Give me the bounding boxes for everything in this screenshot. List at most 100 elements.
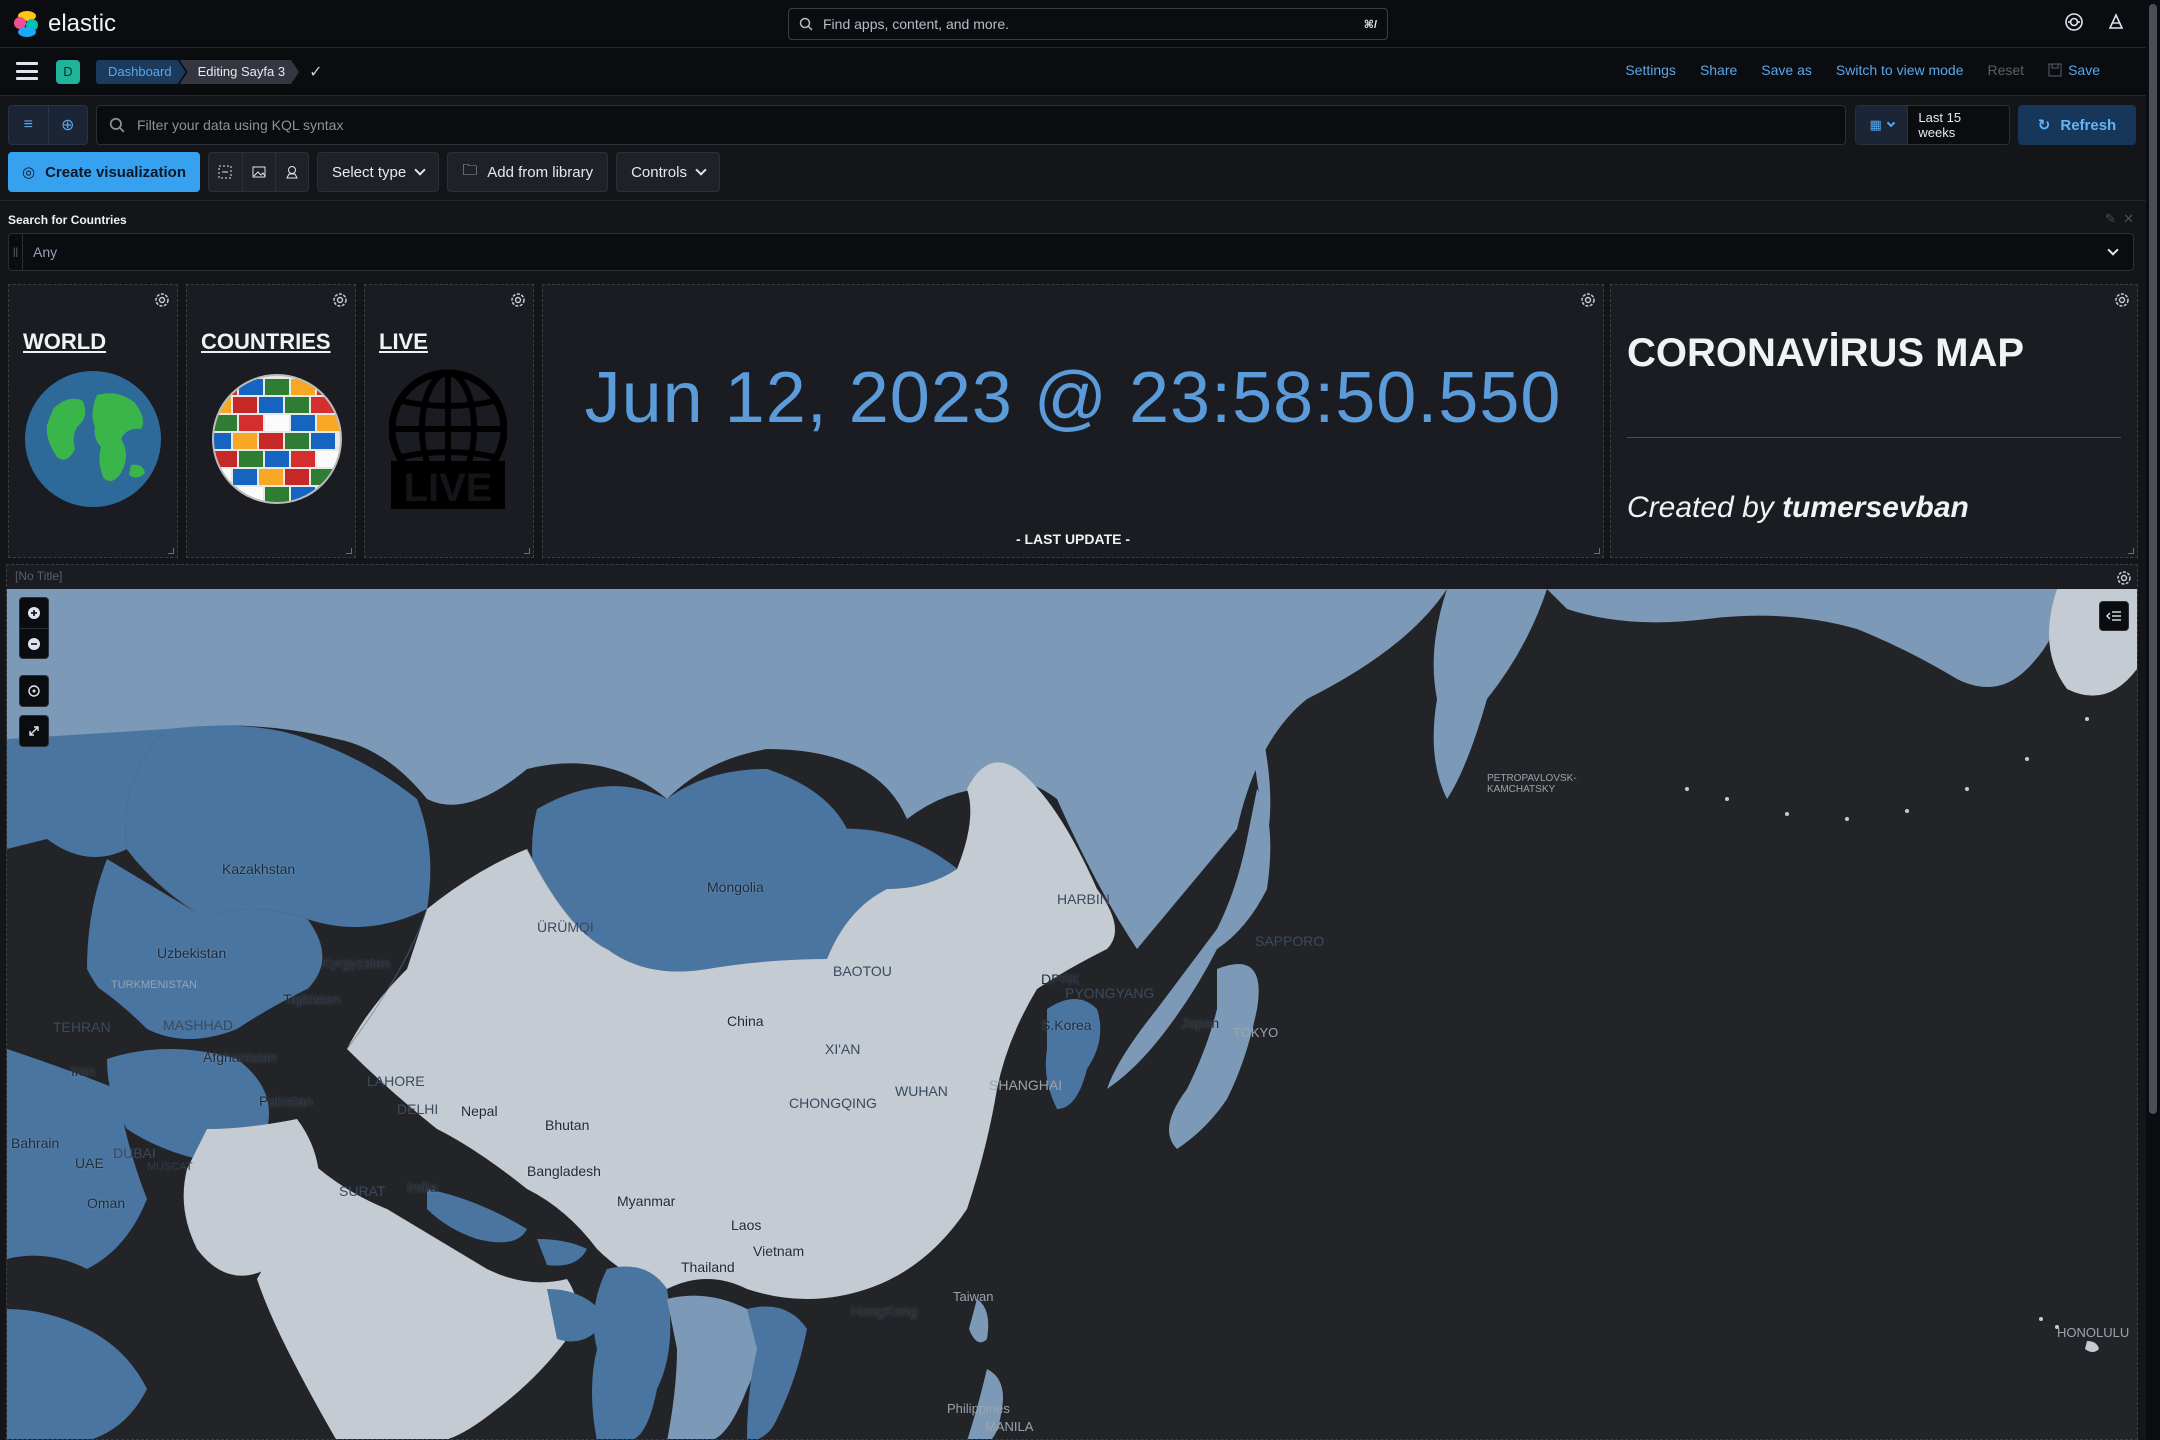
folder-icon: 🗀	[462, 161, 478, 179]
panel-live: LIVE LIVE	[364, 284, 534, 558]
layer-control-icon[interactable]	[2099, 601, 2129, 631]
map-city-sapporo: SAPPORO	[1255, 933, 1325, 949]
search-icon	[109, 117, 125, 133]
search-shortcut: ⌘/	[1363, 18, 1377, 31]
kql-query-input[interactable]: Filter your data using KQL syntax	[96, 105, 1846, 145]
settings-link[interactable]: Settings	[1625, 62, 1676, 78]
breadcrumb-current: Editing Sayfa 3	[180, 60, 299, 84]
map-label-kazakhstan: Kazakhstan	[222, 861, 296, 877]
resize-handle[interactable]	[1594, 548, 1600, 554]
map-city-urumqi: ÜRÜMQI	[537, 919, 594, 935]
gear-icon[interactable]	[1579, 291, 1597, 309]
page-scrollbar[interactable]	[2146, 0, 2160, 1440]
select-type-button[interactable]: Select type	[316, 152, 440, 192]
global-search-input[interactable]: Find apps, content, and more. ⌘/	[788, 8, 1388, 40]
space-avatar[interactable]: D	[56, 60, 80, 84]
panel-countries: COUNTRIES	[186, 284, 356, 558]
chevron-down-icon	[414, 164, 426, 176]
elastic-logo[interactable]: elastic	[14, 10, 116, 38]
pencil-icon[interactable]: ✎	[2104, 211, 2116, 226]
help-icon[interactable]	[2064, 12, 2084, 32]
gear-icon[interactable]	[153, 291, 171, 309]
drag-handle-icon[interactable]: ||	[9, 234, 23, 270]
panel-map: [No Title]	[6, 564, 2138, 1440]
resize-handle[interactable]	[2128, 548, 2134, 554]
gear-icon[interactable]	[2113, 291, 2131, 309]
controls-button[interactable]: Controls	[616, 152, 720, 192]
map-label-vietnam: Vietnam	[753, 1243, 805, 1259]
reset-button[interactable]: Reset	[1987, 62, 2025, 78]
map-label-philippines: Philippines	[947, 1401, 1010, 1416]
refresh-icon: ↻	[2037, 117, 2051, 134]
date-picker[interactable]: ▦ Last 15 weeks	[1855, 105, 2010, 145]
gear-icon[interactable]	[2115, 569, 2133, 587]
gear-icon[interactable]	[331, 291, 349, 309]
zoom-out-icon[interactable]	[20, 628, 48, 658]
global-search-placeholder: Find apps, content, and more.	[823, 16, 1009, 32]
breadcrumb-dashboard[interactable]: Dashboard	[96, 60, 186, 84]
check-icon[interactable]: ✓	[309, 64, 323, 81]
maps-icon[interactable]	[274, 153, 308, 191]
zoom-in-icon[interactable]	[20, 598, 48, 628]
countries-select-value: Any	[33, 244, 58, 260]
last-update-caption: - LAST UPDATE -	[1015, 531, 1131, 547]
map-city-petropavlovsk: PETROPAVLOVSK-KAMCHATSKY	[1487, 773, 1577, 795]
map-label-china: China	[727, 1013, 764, 1029]
target-icon[interactable]	[20, 676, 48, 706]
switch-view-mode-link[interactable]: Switch to view mode	[1835, 62, 1964, 78]
expand-icon[interactable]	[20, 716, 48, 746]
share-link[interactable]: Share	[1699, 62, 1738, 78]
resize-handle[interactable]	[168, 548, 174, 554]
map-label-laos: Laos	[731, 1217, 762, 1233]
markdown-icon[interactable]	[209, 153, 242, 191]
live-title: LIVE	[379, 329, 428, 354]
visualize-icon: ◎	[22, 164, 36, 181]
map-label-thailand: Thailand	[681, 1259, 735, 1275]
add-from-library-label: Add from library	[487, 163, 594, 181]
map-label-tajikistan: Tajikistan	[283, 991, 341, 1007]
image-icon[interactable]	[241, 153, 275, 191]
create-visualization-button[interactable]: ◎ Create visualization	[8, 152, 200, 192]
map-label-dprk: DPRK	[1041, 971, 1080, 987]
select-type-label: Select type	[331, 163, 407, 181]
save-as-link[interactable]: Save as	[1761, 62, 1812, 78]
save-button[interactable]: Save	[2048, 62, 2100, 78]
breadcrumb: Dashboard Editing Sayfa 3 ✓	[96, 60, 322, 84]
globe-image	[25, 371, 161, 507]
filter-menu-icon[interactable]: ≡	[9, 106, 48, 144]
search-icon	[799, 17, 813, 31]
map-city-pyongyang: PYONGYANG	[1065, 985, 1155, 1001]
map-label-pakistan: Pakistan	[259, 1093, 313, 1109]
chevron-down-icon	[2107, 244, 2119, 256]
map-label-afghanistan: Afghanistan	[203, 1049, 277, 1065]
map-label-uzbekistan: Uzbekistan	[157, 945, 227, 961]
add-filter-icon[interactable]: ⊕	[47, 106, 87, 144]
calendar-icon[interactable]: ▦	[1856, 106, 1909, 144]
close-icon[interactable]: ✕	[2123, 211, 2134, 226]
scrollbar-thumb[interactable]	[2149, 4, 2157, 1114]
save-icon	[2048, 63, 2062, 77]
notifications-icon[interactable]	[2106, 12, 2126, 32]
controls-group: Search for Countries ✎ ✕ || Any	[0, 200, 2146, 278]
map-city-mashhad: MASHHAD	[163, 1017, 234, 1033]
kql-placeholder: Filter your data using KQL syntax	[137, 117, 344, 133]
map-label-kyrgyzstan: Kyrgyzstan	[321, 955, 391, 971]
map-panel-title: [No Title]	[15, 569, 63, 583]
choropleth-map[interactable]: Kazakhstan Mongolia China Uzbekistan Kyr…	[7, 589, 2137, 1439]
map-label-hongkong: HongKong	[851, 1303, 918, 1319]
map-label-bahrain: Bahrain	[11, 1135, 60, 1151]
menu-toggle-icon[interactable]	[16, 62, 38, 80]
date-range[interactable]: Last 15 weeks	[1918, 110, 1962, 140]
gear-icon[interactable]	[509, 291, 527, 309]
map-city-shanghai: SHANGHAI	[989, 1077, 1063, 1093]
resize-handle[interactable]	[524, 548, 530, 554]
refresh-button[interactable]: ↻ Refresh	[2018, 105, 2136, 145]
map-city-delhi: DELHI	[397, 1101, 439, 1117]
quick-add-group	[207, 152, 309, 192]
resize-handle[interactable]	[346, 548, 352, 554]
add-from-library-button[interactable]: 🗀 Add from library	[447, 152, 609, 192]
map-city-manila: MANILA	[985, 1419, 1034, 1434]
countries-select[interactable]: || Any	[8, 233, 2134, 271]
last-update-timestamp: Jun 12, 2023 @ 23:58:50.550	[584, 358, 1562, 438]
divider	[1627, 437, 2121, 438]
